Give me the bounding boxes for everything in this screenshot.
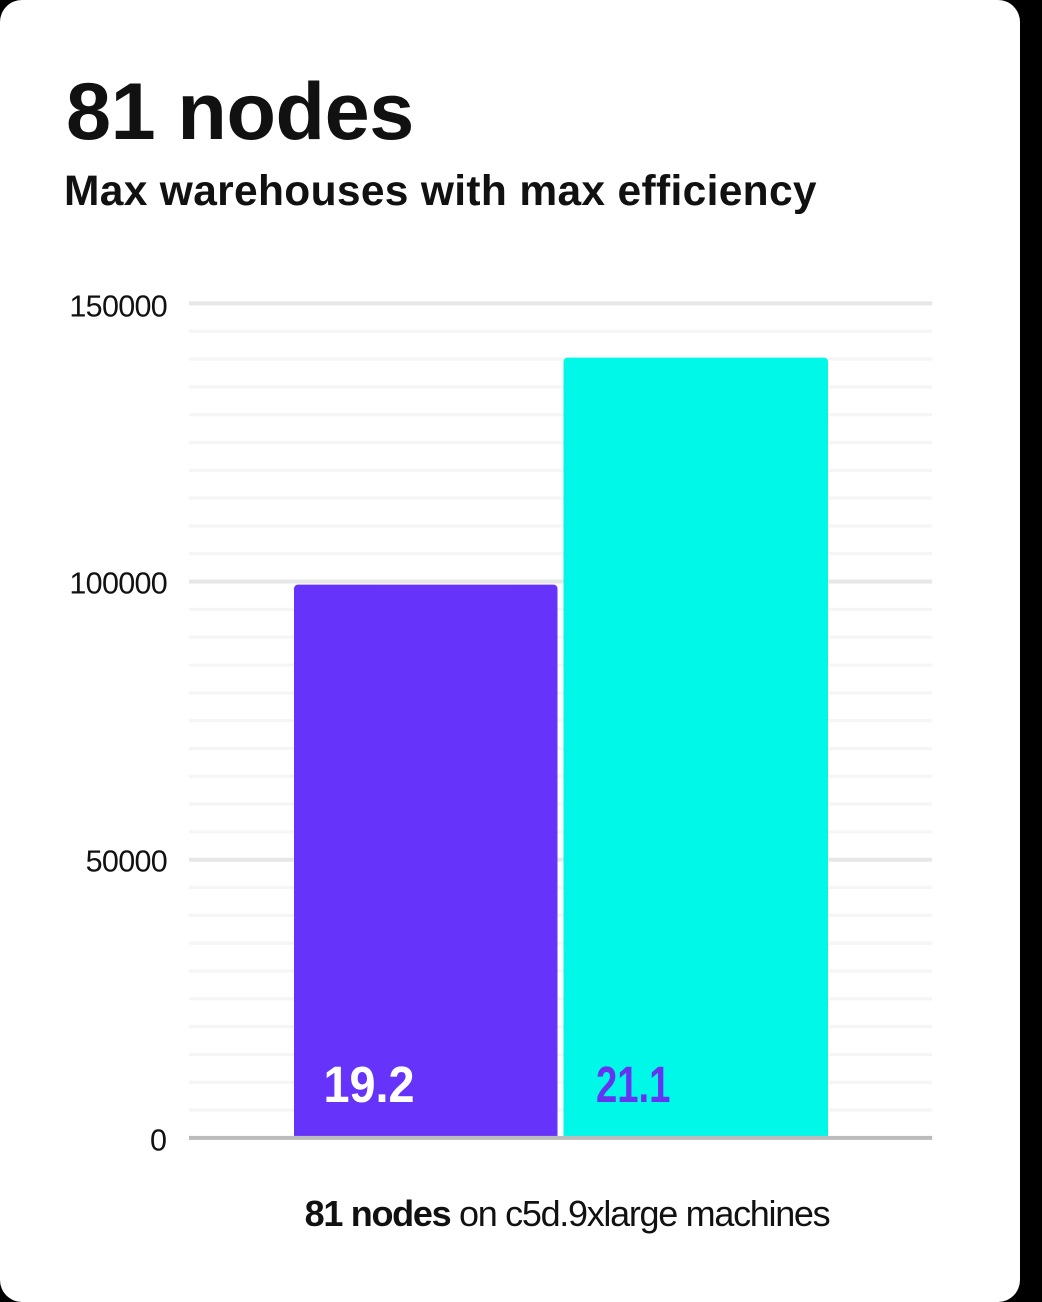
- svg-text:50000: 50000: [86, 845, 167, 879]
- svg-text:150000: 150000: [69, 289, 167, 323]
- svg-text:21.1: 21.1: [596, 1055, 670, 1113]
- svg-text:100000: 100000: [69, 567, 167, 601]
- svg-text:19.2: 19.2: [324, 1057, 415, 1113]
- svg-text:0: 0: [150, 1123, 167, 1157]
